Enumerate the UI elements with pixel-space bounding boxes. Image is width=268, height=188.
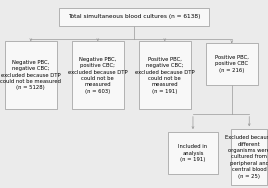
Text: Total simultaneous blood cultures (n = 6138): Total simultaneous blood cultures (n = 6… [68, 14, 200, 19]
Text: Excluded because
different
organisms were
cultured from
peripheral and
central b: Excluded because different organisms wer… [225, 135, 268, 179]
Text: Included in
analysis
(n = 191): Included in analysis (n = 191) [178, 144, 207, 162]
Text: Negative PBC,
positive CBC;
excluded because DTP
could not be
measured
(n = 603): Negative PBC, positive CBC; excluded bec… [68, 57, 128, 94]
FancyBboxPatch shape [168, 132, 218, 174]
Text: Positive PBC,
positive CBC
(n = 216): Positive PBC, positive CBC (n = 216) [215, 55, 249, 73]
Text: Positive PBC,
negative CBC;
excluded because DTP
could not be
measured
(n = 191): Positive PBC, negative CBC; excluded bec… [135, 57, 195, 94]
FancyBboxPatch shape [59, 8, 209, 26]
FancyBboxPatch shape [231, 129, 267, 185]
FancyBboxPatch shape [72, 41, 124, 109]
FancyBboxPatch shape [5, 41, 57, 109]
FancyBboxPatch shape [139, 41, 191, 109]
FancyBboxPatch shape [206, 43, 258, 85]
Text: Negative PBC,
negative CBC;
excluded because DTP
could not be measured
(n = 5128: Negative PBC, negative CBC; excluded bec… [0, 60, 61, 90]
